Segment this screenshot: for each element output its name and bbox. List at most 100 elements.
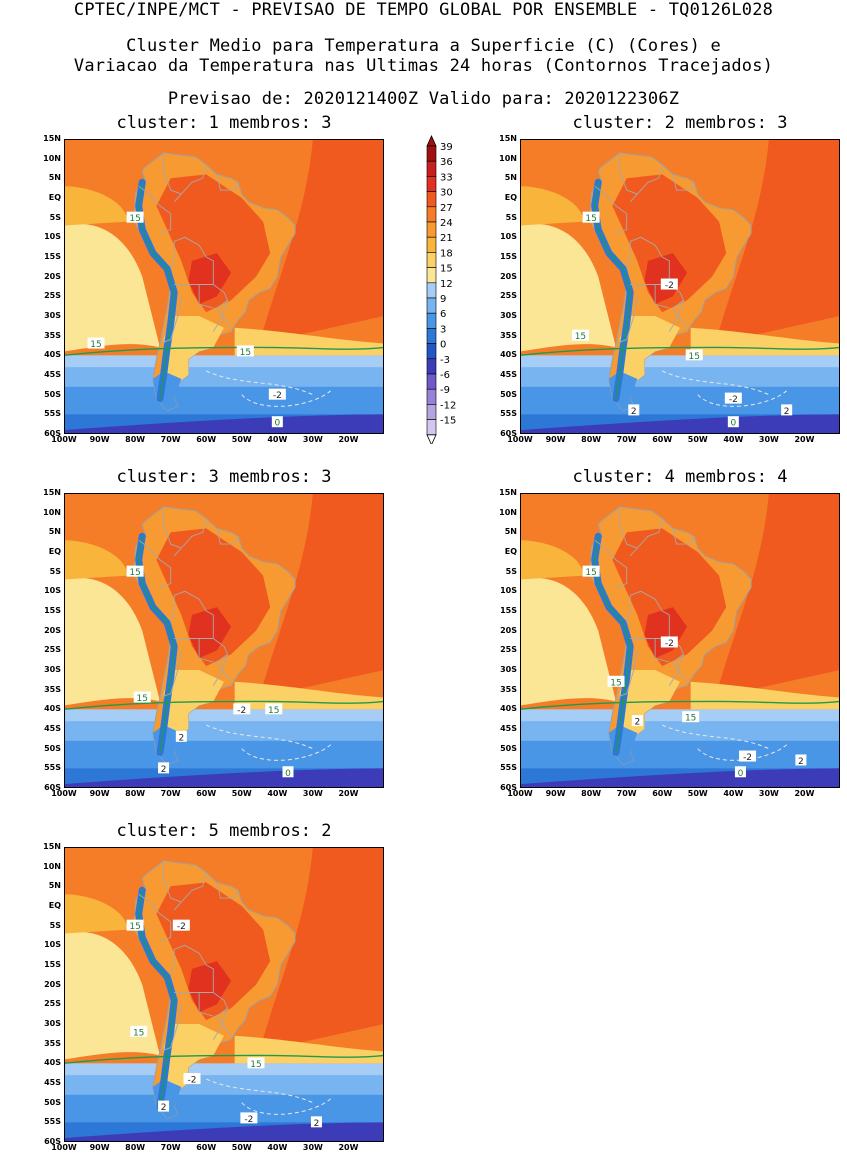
contour-label-box: [236, 345, 254, 357]
contour-label-box: [582, 565, 600, 577]
contour-label-box: [126, 211, 144, 223]
lat-tick-label: 30S: [44, 311, 61, 320]
lat-tick-label: 30S: [500, 665, 517, 674]
southern-cone-cool: [163, 316, 224, 383]
colorbar-swatch: [426, 176, 437, 192]
contour-15-line: [64, 700, 384, 711]
country-border: [173, 872, 207, 911]
colorbar-swatch: [426, 388, 437, 405]
colorbar-swatch: [426, 297, 437, 314]
polar-band: [520, 768, 840, 788]
lat-tick-label: 35S: [500, 330, 517, 340]
contour-label-box: [628, 404, 640, 416]
contour-label: 15: [265, 703, 283, 716]
lon-tick-label: 50W: [687, 435, 708, 444]
contour-label-text: -2: [729, 395, 738, 405]
lon-tick-label: 100W: [51, 789, 77, 798]
colorbar-label: 6: [440, 309, 446, 320]
southern-cone-cool: [163, 1024, 224, 1091]
country-border: [198, 992, 214, 1017]
contour-label-box: [233, 703, 251, 715]
lon-tick-label: 40W: [267, 435, 288, 444]
contour-label-text: 15: [250, 1060, 261, 1070]
lat-tick-label: 15N: [43, 842, 61, 851]
lat-tick-label: 10N: [499, 507, 517, 517]
lat-tick-label: 5N: [48, 527, 61, 537]
country-border: [216, 528, 239, 545]
country-border: [159, 1004, 182, 1052]
lat-tick-label: 20S: [500, 271, 517, 281]
cluster-1-title: cluster: 1 membros: 3: [116, 113, 332, 133]
contour-label-text: -2: [273, 391, 282, 401]
country-border: [594, 185, 628, 234]
contour-label-text: 15: [129, 568, 140, 578]
colorbar-swatch: [426, 160, 437, 177]
contour-label-text: 15: [575, 332, 586, 342]
contour-label: 15: [247, 1057, 265, 1070]
country-border: [173, 164, 207, 203]
polar-band: [64, 414, 384, 434]
colorbar-swatch: [426, 373, 437, 390]
contour-label-box: [282, 766, 294, 778]
country-border: [594, 539, 628, 588]
lat-tick-label: 40S: [44, 1058, 61, 1068]
contour-label: 15: [126, 211, 144, 224]
cluster-2-map: 15 15 15 -2 2 -2 2 0: [520, 139, 840, 434]
lat-tick-label: 25S: [44, 645, 61, 655]
country-border: [626, 590, 688, 683]
pacific-warm-strip: [520, 540, 584, 580]
country-border: [173, 518, 207, 557]
contour-label: 2: [310, 1116, 322, 1129]
contour-label: -2: [660, 636, 678, 649]
colorbar-swatch: [426, 252, 437, 268]
colorbar-swatch: [426, 206, 437, 223]
colorbar-label: 21: [440, 233, 453, 244]
colorbar-bottom-arrow: [426, 434, 437, 444]
contour-15-line: [520, 346, 840, 357]
lat-tick-label: 30S: [44, 665, 61, 674]
lat-tick-label: 35S: [500, 684, 517, 694]
contour-label-text: 2: [631, 407, 637, 417]
lat-tick-label: 25S: [500, 645, 517, 655]
lat-tick-label: 55S: [44, 409, 61, 419]
lon-tick-label: 50W: [231, 1143, 252, 1152]
lat-tick-label: 15N: [499, 488, 517, 497]
contour-label: 15: [682, 711, 700, 724]
country-border: [615, 650, 638, 698]
colorbar-label: 12: [440, 279, 453, 290]
contour-label: 2: [795, 754, 807, 767]
lat-tick-label: 45S: [44, 370, 61, 379]
contour-label: 15: [126, 919, 144, 932]
lon-tick-label: 90W: [89, 789, 110, 798]
colorbar-swatch: [426, 404, 437, 420]
contour-label-box: [739, 750, 757, 762]
lon-tick-label: 30W: [302, 1143, 323, 1152]
colorbar-swatch: [426, 236, 437, 253]
contour-label-box: [130, 1025, 148, 1037]
contour-label-text: 15: [688, 352, 699, 362]
lat-tick-label: 5S: [49, 212, 61, 222]
contour-label: -2: [240, 1112, 258, 1125]
lon-tick-label: 90W: [545, 789, 566, 798]
lat-tick-label: 5N: [48, 881, 61, 891]
contour-label-text: 0: [738, 769, 744, 779]
colorbar-label: -6: [440, 370, 450, 381]
country-border: [212, 1008, 229, 1040]
contour-label-box: [268, 388, 286, 400]
pacific-cool-tongue: [64, 577, 160, 706]
lat-tick-label: 15S: [500, 252, 517, 261]
contour-label-box: [133, 691, 151, 703]
lon-tick-label: 30W: [302, 789, 323, 798]
contour-label-box: [310, 1116, 322, 1128]
colorbar-label: 9: [440, 294, 446, 305]
country-border: [170, 236, 232, 329]
lat-tick-label: 35S: [44, 1038, 61, 1048]
contour-label: 15: [130, 1025, 148, 1038]
cluster-1-map: 15 15 15 -2 0: [64, 139, 384, 434]
colorbar-label: -12: [440, 400, 456, 411]
lat-tick-label: 50S: [44, 389, 61, 399]
lat-tick-label: 45S: [500, 370, 517, 379]
contour-label-text: 0: [285, 769, 291, 779]
colorbar-swatch: [426, 328, 437, 344]
lat-tick-label: 20S: [44, 625, 61, 635]
